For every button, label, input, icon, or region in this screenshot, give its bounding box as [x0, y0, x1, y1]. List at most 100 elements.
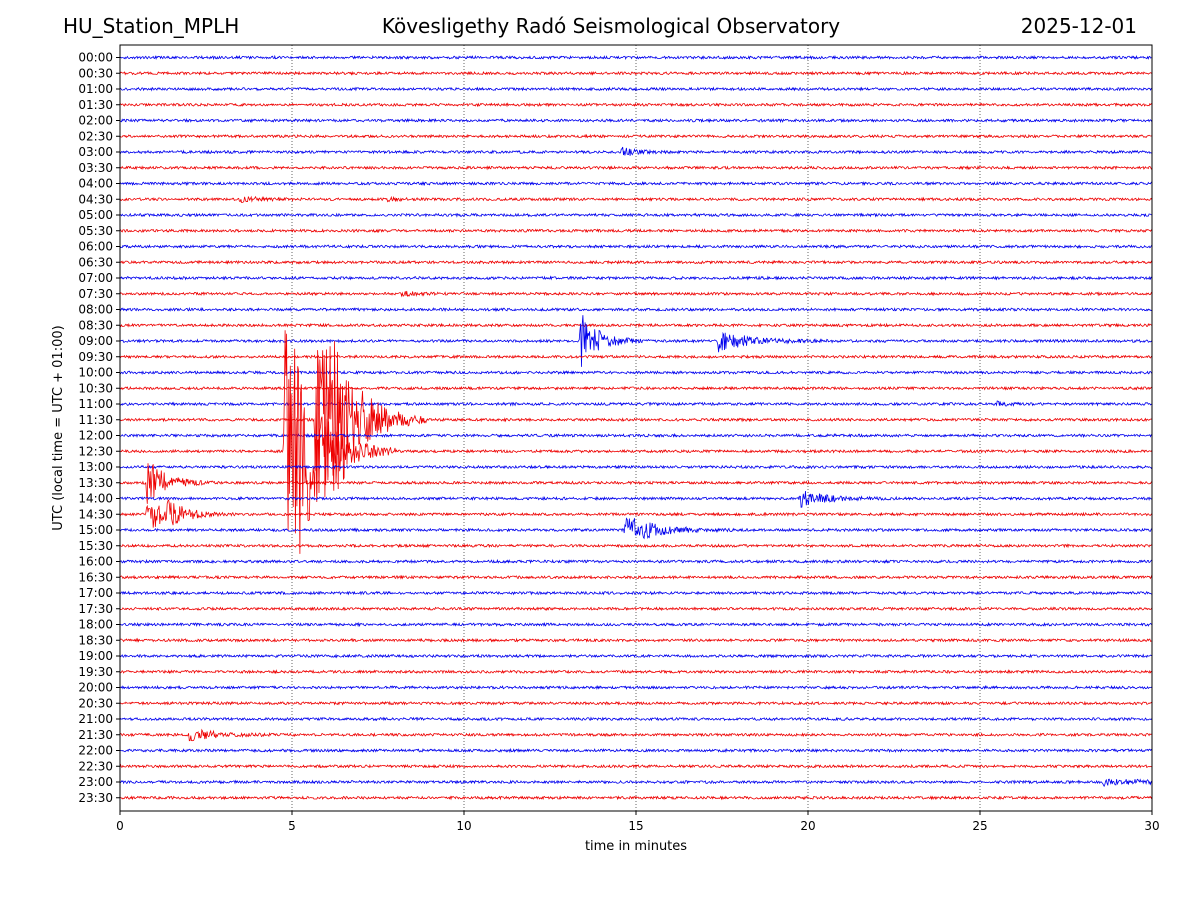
y-tick-label: 06:00: [78, 240, 113, 254]
observatory-title: Kövesligethy Radó Seismological Observat…: [381, 14, 841, 38]
trace-0700: [120, 275, 1152, 281]
x-tick-label: 0: [116, 819, 124, 833]
y-tick-label: 10:30: [78, 381, 113, 395]
x-axis-label: time in minutes: [585, 839, 687, 854]
y-tick-label: 14:00: [78, 492, 113, 506]
trace-0800: [120, 306, 1152, 313]
y-tick-label: 15:30: [78, 539, 113, 553]
y-tick-label: 17:00: [78, 586, 113, 600]
y-tick-label: 00:30: [78, 66, 113, 80]
trace-1230: [120, 330, 1152, 554]
y-tick-label: 14:30: [78, 507, 113, 521]
y-tick-label: 03:30: [78, 161, 113, 175]
y-tick-label: 11:30: [78, 413, 113, 427]
y-tick-label: 23:30: [78, 791, 113, 805]
trace-0100: [120, 86, 1152, 92]
y-tick-label: 16:00: [78, 555, 113, 569]
trace-2030: [120, 700, 1152, 706]
trace-2130: [120, 728, 1152, 742]
y-tick-label: 02:30: [78, 129, 113, 143]
y-tick-label: 01:00: [78, 82, 113, 96]
y-tick-label: 02:00: [78, 114, 113, 128]
y-tick-label: 15:00: [78, 523, 113, 537]
trace-1900: [120, 653, 1152, 659]
y-tick-label: 07:30: [78, 287, 113, 301]
y-tick-label: 10:00: [78, 366, 113, 380]
trace-1800: [120, 621, 1152, 628]
x-tick-label: 5: [288, 819, 296, 833]
y-tick-label: 19:00: [78, 649, 113, 663]
trace-0900: [120, 315, 1152, 367]
trace-1830: [120, 637, 1152, 643]
station-title: HU_Station_MPLH: [63, 14, 240, 38]
y-tick-label: 05:00: [78, 208, 113, 222]
y-tick-label: 12:30: [78, 444, 113, 458]
y-tick-label: 21:30: [78, 728, 113, 742]
trace-2300: [120, 778, 1152, 788]
trace-2330: [120, 795, 1152, 801]
trace-0930: [120, 354, 1152, 360]
x-axis-ticks: 0 5 10 15 20 25 30: [116, 811, 1160, 833]
x-tick-label: 30: [1144, 819, 1159, 833]
grid-lines: [291, 45, 981, 811]
trace-1600: [120, 558, 1152, 565]
trace-1030: [120, 385, 1152, 391]
y-tick-label: 13:30: [78, 476, 113, 490]
x-tick-label: 15: [628, 819, 643, 833]
trace-1330: [120, 463, 1152, 504]
y-tick-label: 11:00: [78, 397, 113, 411]
y-tick-label: 16:30: [78, 570, 113, 584]
trace-0300: [120, 146, 1152, 156]
trace-1300: [120, 464, 1152, 470]
trace-0400: [120, 180, 1152, 187]
trace-1730: [120, 606, 1152, 612]
trace-1630: [120, 574, 1152, 580]
trace-2000: [120, 684, 1152, 690]
y-tick-label: 05:30: [78, 224, 113, 238]
y-tick-label: 04:30: [78, 192, 113, 206]
trace-0030: [120, 70, 1152, 76]
trace-1130: [120, 341, 1152, 498]
trace-1000: [120, 369, 1152, 375]
y-tick-label: 22:00: [78, 744, 113, 758]
trace-0000: [120, 54, 1152, 61]
y-tick-label: 19:30: [78, 665, 113, 679]
x-tick-label: 10: [456, 819, 471, 833]
y-tick-label: 08:30: [78, 318, 113, 332]
y-tick-label: 09:00: [78, 334, 113, 348]
trace-0330: [120, 165, 1152, 171]
y-tick-label: 03:00: [78, 145, 113, 159]
y-tick-label: 04:00: [78, 177, 113, 191]
y-tick-label: 20:00: [78, 681, 113, 695]
trace-1930: [120, 669, 1152, 675]
trace-0730: [120, 290, 1152, 298]
y-tick-label: 18:30: [78, 633, 113, 647]
trace-0430: [120, 195, 1152, 204]
date-title: 2025-12-01: [1020, 14, 1137, 38]
trace-0630: [120, 259, 1152, 265]
y-tick-label: 07:00: [78, 271, 113, 285]
y-tick-label: 20:30: [78, 696, 113, 710]
trace-0500: [120, 212, 1152, 218]
y-tick-label: 08:00: [78, 303, 113, 317]
y-tick-label: 17:30: [78, 602, 113, 616]
y-tick-label: 09:30: [78, 350, 113, 364]
trace-2100: [120, 716, 1152, 722]
x-tick-label: 20: [800, 819, 815, 833]
y-tick-label: 01:30: [78, 98, 113, 112]
y-tick-label: 06:30: [78, 255, 113, 269]
trace-0530: [120, 228, 1152, 234]
y-tick-label: 00:00: [78, 51, 113, 65]
trace-1430: [120, 499, 1152, 528]
y-tick-label: 22:30: [78, 759, 113, 773]
trace-0200: [120, 117, 1152, 124]
y-tick-label: 12:00: [78, 429, 113, 443]
trace-0600: [120, 243, 1152, 250]
y-tick-label: 18:00: [78, 618, 113, 632]
trace-0230: [120, 133, 1152, 139]
trace-0830: [120, 322, 1152, 328]
trace-1400: [120, 490, 1152, 508]
trace-0130: [120, 102, 1152, 108]
